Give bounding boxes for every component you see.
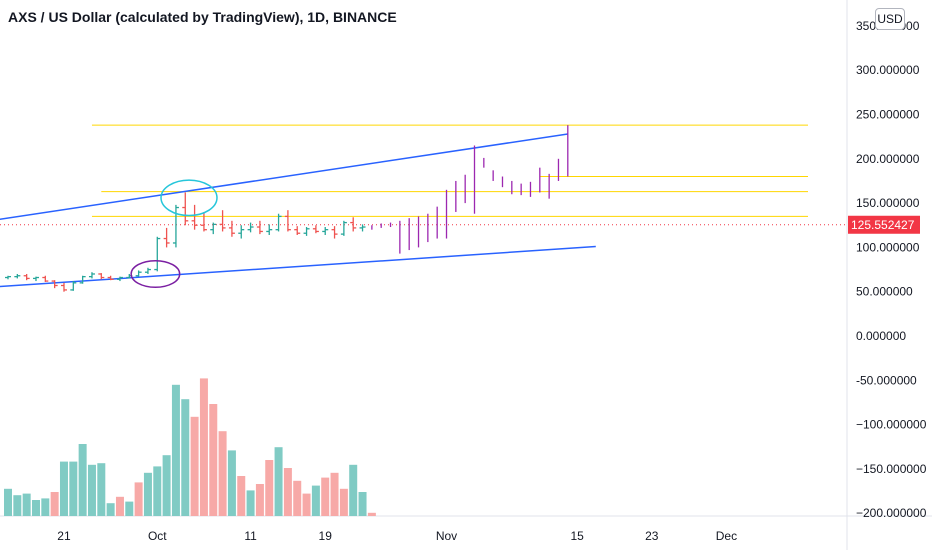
trendline[interactable] (0, 245, 596, 288)
volume-bar (358, 492, 367, 516)
current-price-label: 125.552427 (851, 218, 915, 232)
volume-bar (181, 399, 190, 516)
price-tick-label: -50.000000 (856, 373, 917, 387)
volume-bar (349, 464, 358, 516)
volume-bar (143, 472, 152, 516)
price-tick-label: −100.000000 (856, 418, 927, 432)
volume-bar (255, 484, 264, 516)
volume-bar (162, 455, 171, 516)
price-tick-label: 100.000000 (856, 240, 920, 254)
volume-bar (227, 450, 236, 516)
volume-bar (69, 461, 78, 516)
time-tick-label: Nov (436, 529, 457, 543)
volume-bar (265, 460, 274, 516)
highlight-circle-purple[interactable] (130, 259, 181, 289)
volume-bar (106, 503, 115, 516)
volume-bar (87, 464, 96, 516)
price-tick-label: 250.000000 (856, 108, 920, 122)
volume-bar (330, 472, 339, 516)
volume-bar (31, 500, 40, 516)
time-tick-label: 11 (244, 529, 257, 543)
volume-bar (246, 490, 255, 516)
volume-bar (125, 501, 134, 516)
price-tick-label: 0.000000 (856, 329, 906, 343)
volume-bar (115, 496, 124, 516)
volume-bar (134, 482, 143, 516)
time-tick-label: Oct (148, 529, 167, 543)
price-tick-label: 300.000000 (856, 63, 920, 77)
currency-button[interactable]: USD (875, 8, 905, 30)
time-tick-label: 19 (319, 529, 333, 543)
trendline[interactable] (0, 133, 568, 221)
time-tick-label: 23 (645, 529, 659, 543)
volume-bar (97, 463, 106, 516)
price-tick-label: 200.000000 (856, 152, 920, 166)
volume-bar (321, 477, 330, 516)
price-tick-label: 150.000000 (856, 196, 920, 210)
volume-bar (41, 498, 50, 516)
volume-bar (218, 431, 227, 516)
volume-bar (367, 512, 376, 516)
volume-bar (22, 493, 31, 516)
time-tick-label: 21 (57, 529, 71, 543)
price-tick-label: 50.000000 (856, 285, 913, 299)
volume-bar (171, 384, 180, 516)
volume-bar (153, 466, 162, 516)
volume-bar (302, 493, 311, 516)
volume-bar (311, 485, 320, 516)
price-tick-label: −150.000000 (856, 462, 927, 476)
price-tick-label: −200.000000 (856, 506, 927, 520)
volume-bar (339, 488, 348, 516)
volume-bar (4, 488, 12, 516)
volume-bar (274, 447, 283, 516)
volume-bar (59, 461, 68, 516)
volume-bar (78, 444, 87, 516)
volume-bar (283, 468, 292, 516)
volume-bar (190, 416, 199, 516)
current-price-badge (848, 215, 920, 234)
time-tick-label: 15 (570, 529, 584, 543)
volume-bar (13, 495, 22, 516)
time-tick-label: Dec (716, 529, 737, 543)
symbol-title: AXS / US Dollar (calculated by TradingVi… (8, 9, 397, 25)
volume-bar (50, 492, 59, 516)
highlight-circle-cyan[interactable] (160, 179, 218, 217)
volume-bar (237, 476, 246, 516)
volume-bar (293, 480, 302, 516)
volume-bar (199, 378, 208, 516)
volume-bar (209, 404, 218, 516)
